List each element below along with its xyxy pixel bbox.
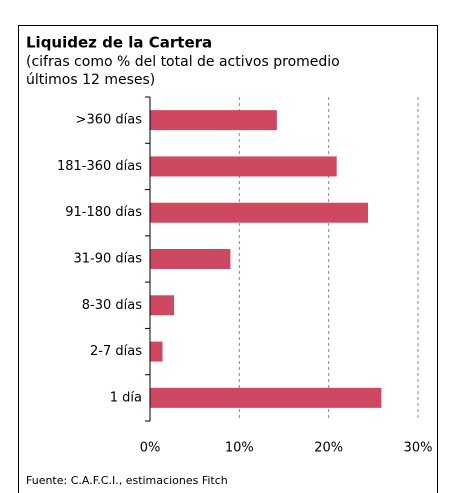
y-tick-label: 31-90 días xyxy=(73,252,142,267)
bar xyxy=(150,156,337,177)
bar xyxy=(150,295,175,316)
x-tick-label: 30% xyxy=(404,441,433,456)
bar xyxy=(150,341,163,362)
frame xyxy=(18,25,438,493)
y-tick-label: 1 día xyxy=(110,390,142,405)
chart-subtitle: (cifras como % del total de activos prom… xyxy=(26,54,340,70)
y-tick-label: 2-7 días xyxy=(90,344,142,359)
x-tick-label: 0% xyxy=(140,441,161,456)
source-note: Fuente: C.A.F.C.I., estimaciones Fitch xyxy=(26,474,228,487)
bar xyxy=(150,110,277,131)
y-tick-label: 8-30 días xyxy=(82,298,142,313)
bar xyxy=(150,249,231,269)
bar xyxy=(150,387,382,408)
x-tick-label: 20% xyxy=(314,441,343,456)
chart-title: Liquidez de la Cartera xyxy=(26,34,212,52)
y-tick-label: 91-180 días xyxy=(65,205,142,220)
y-tick-label: 181-360 días xyxy=(57,159,142,174)
chart-subtitle: últimos 12 meses) xyxy=(26,72,155,88)
x-tick-label: 10% xyxy=(225,441,254,456)
bar xyxy=(150,202,368,223)
y-tick-label: >360 días xyxy=(76,113,143,128)
